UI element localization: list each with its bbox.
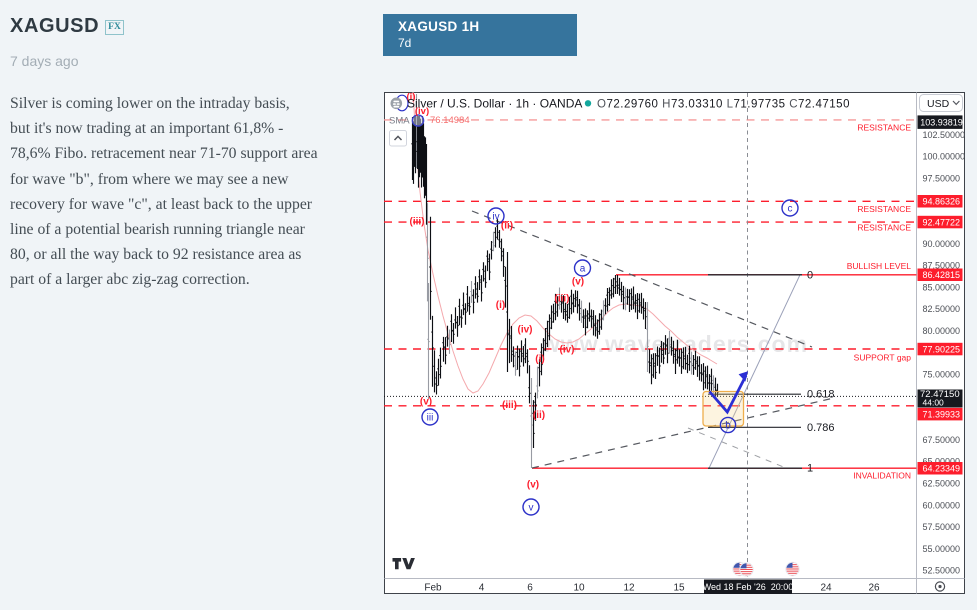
- svg-text:10: 10: [573, 583, 585, 594]
- svg-text:INVALIDATION: INVALIDATION: [853, 471, 911, 481]
- svg-text:86.42815: 86.42815: [923, 270, 961, 280]
- svg-text:6: 6: [527, 583, 533, 594]
- svg-text:26: 26: [868, 583, 880, 594]
- svg-text:94.86326: 94.86326: [923, 197, 961, 207]
- svg-text:(v): (v): [572, 277, 584, 288]
- svg-text:(iv): (iv): [415, 106, 429, 117]
- svg-text:80.00000: 80.00000: [923, 326, 961, 336]
- svg-text:82.50000: 82.50000: [923, 304, 961, 314]
- svg-text:103.93819: 103.93819: [920, 117, 963, 127]
- svg-text:102.50000: 102.50000: [923, 130, 966, 140]
- svg-text:Feb: Feb: [424, 583, 442, 594]
- svg-text:v: v: [529, 503, 534, 514]
- svg-text:97.50000: 97.50000: [923, 173, 961, 183]
- svg-text:60.00000: 60.00000: [923, 500, 961, 510]
- svg-text:62.50000: 62.50000: [923, 479, 961, 489]
- svg-text:75.00000: 75.00000: [923, 370, 961, 380]
- svg-text:24: 24: [820, 583, 832, 594]
- svg-text:(i): (i): [535, 354, 544, 365]
- svg-text:(iii): (iii): [555, 294, 570, 305]
- svg-text:67.50000: 67.50000: [923, 435, 961, 445]
- svg-text:12: 12: [623, 583, 635, 594]
- svg-text:87.50000: 87.50000: [923, 261, 961, 271]
- svg-text:(i): (i): [496, 300, 505, 311]
- svg-text:O72.29760 H73.03310 L71.97735: O72.29760 H73.03310 L71.97735 C72.47150: [597, 99, 850, 111]
- svg-text:b: b: [725, 421, 731, 432]
- svg-text:(v): (v): [527, 480, 539, 491]
- svg-text:55.00000: 55.00000: [923, 544, 961, 554]
- svg-text:(iv): (iv): [560, 345, 575, 356]
- svg-text:90.00000: 90.00000: [923, 239, 961, 249]
- svg-text:44:00: 44:00: [923, 398, 945, 408]
- svg-text:85.00000: 85.00000: [923, 282, 961, 292]
- svg-text:SUPPORT gap: SUPPORT gap: [854, 353, 912, 363]
- svg-text:4: 4: [479, 583, 485, 594]
- svg-text:(iv): (iv): [518, 325, 533, 336]
- svg-text:57.50000: 57.50000: [923, 522, 961, 532]
- svg-text:SMA: SMA: [389, 116, 410, 127]
- svg-text:iv: iv: [492, 212, 499, 223]
- svg-text:77.90225: 77.90225: [923, 344, 961, 354]
- svg-text:iii: iii: [427, 413, 434, 424]
- svg-text:BULLISH LEVEL: BULLISH LEVEL: [847, 261, 912, 271]
- svg-text:Silver / U.S. Dollar · 1h · OA: Silver / U.S. Dollar · 1h · OANDA: [407, 97, 582, 111]
- svg-text:72.47150: 72.47150: [920, 389, 960, 400]
- svg-text:(iii): (iii): [502, 400, 517, 411]
- svg-text:Wed 18 Feb '26 20:00: Wed 18 Feb '26 20:00: [703, 582, 794, 592]
- svg-text:100.00000: 100.00000: [923, 152, 966, 162]
- svg-text:52.50000: 52.50000: [923, 566, 961, 576]
- svg-text:USD: USD: [927, 98, 950, 110]
- svg-text:15: 15: [673, 583, 685, 594]
- svg-text:65.00000: 65.00000: [923, 457, 961, 467]
- svg-text:RESISTANCE: RESISTANCE: [857, 204, 911, 214]
- svg-text:c: c: [788, 204, 793, 215]
- svg-text:(v): (v): [420, 397, 432, 408]
- svg-text:76.14984: 76.14984: [430, 115, 470, 126]
- svg-text:RESISTANCE: RESISTANCE: [857, 223, 911, 233]
- svg-text:(ii): (ii): [501, 221, 513, 232]
- svg-text:64.23349: 64.23349: [923, 463, 961, 473]
- svg-text:RESISTANCE: RESISTANCE: [857, 123, 911, 133]
- svg-text:92.47722: 92.47722: [923, 217, 961, 227]
- svg-text:0.786: 0.786: [807, 422, 835, 434]
- svg-text:0.618: 0.618: [807, 389, 835, 401]
- svg-text:(i): (i): [407, 91, 416, 102]
- svg-text:0: 0: [807, 269, 813, 281]
- svg-text:(iii): (iii): [410, 217, 425, 228]
- svg-text:1: 1: [807, 463, 813, 475]
- svg-text:71.39933: 71.39933: [923, 409, 961, 419]
- svg-text:(ii): (ii): [533, 410, 545, 421]
- svg-text:a: a: [580, 264, 586, 275]
